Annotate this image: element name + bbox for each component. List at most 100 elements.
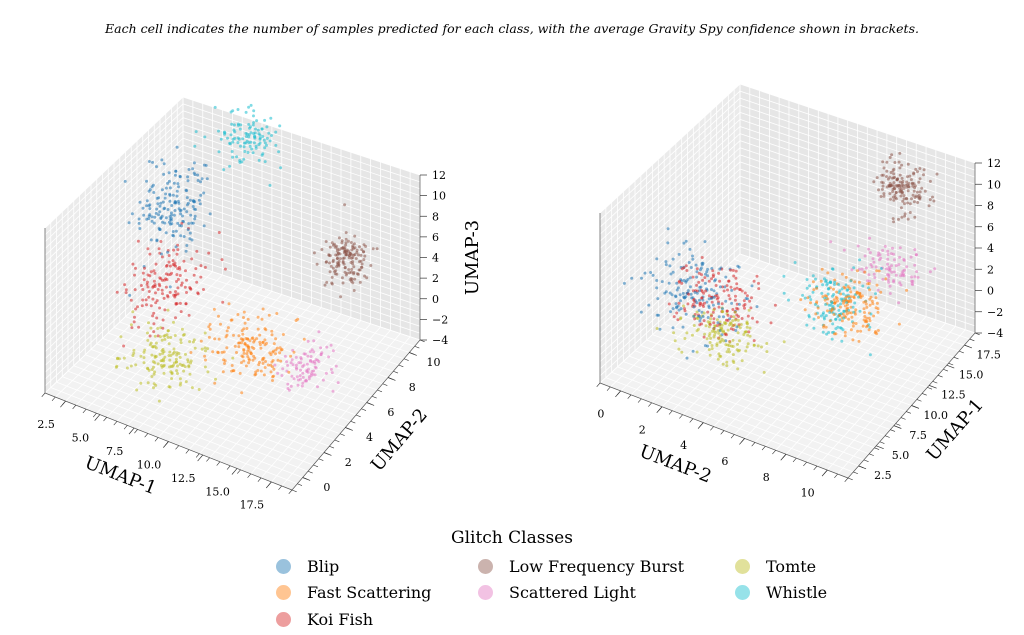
data-point — [835, 297, 839, 300]
data-point — [164, 285, 168, 289]
data-point — [908, 202, 912, 206]
data-point — [350, 248, 354, 252]
data-point — [886, 262, 889, 266]
data-point — [898, 151, 902, 155]
data-point — [153, 334, 157, 338]
y-minor-tick — [313, 464, 319, 468]
data-point — [180, 364, 184, 367]
grid-line — [599, 90, 741, 221]
data-point — [868, 279, 872, 283]
x-tick-mark — [231, 468, 238, 475]
data-point — [352, 272, 356, 276]
data-point — [747, 330, 751, 334]
data-point — [833, 280, 837, 284]
data-point — [820, 267, 824, 271]
data-point — [743, 306, 746, 310]
data-point — [884, 277, 888, 281]
data-point — [330, 241, 334, 245]
data-point — [204, 358, 207, 362]
data-point — [707, 279, 711, 283]
data-point — [355, 248, 359, 252]
data-point — [222, 168, 226, 172]
data-point — [913, 248, 917, 252]
data-point — [352, 265, 356, 269]
data-point — [152, 269, 156, 273]
data-point — [864, 266, 868, 270]
data-point — [247, 135, 251, 139]
x-minor-tick — [51, 396, 56, 402]
y-minor-tick — [361, 408, 367, 411]
data-point — [703, 276, 707, 280]
data-point — [175, 280, 178, 283]
x-minor-tick — [627, 394, 632, 399]
data-point — [711, 310, 715, 314]
data-point — [153, 355, 157, 359]
data-point — [242, 351, 246, 355]
data-point — [852, 266, 856, 270]
data-point — [835, 290, 839, 294]
x-minor-tick — [247, 473, 252, 478]
data-point — [178, 267, 182, 271]
data-point — [257, 363, 261, 367]
data-point — [146, 285, 150, 289]
data-point — [852, 321, 855, 325]
data-point — [256, 128, 260, 132]
data-point — [690, 296, 694, 300]
data-point — [205, 177, 209, 181]
grid-line — [599, 112, 741, 242]
data-point — [221, 300, 225, 304]
data-point — [289, 354, 293, 358]
data-point — [269, 353, 273, 357]
data-point — [173, 334, 177, 337]
data-point — [917, 180, 921, 184]
data-point — [881, 184, 885, 188]
data-point — [692, 305, 696, 309]
data-point — [167, 354, 171, 357]
data-point — [684, 280, 688, 284]
data-point — [244, 135, 248, 138]
data-point — [912, 200, 916, 204]
data-point — [843, 286, 847, 290]
data-point — [308, 350, 312, 354]
data-point — [166, 273, 170, 277]
grid-line — [171, 272, 410, 353]
data-point — [278, 124, 282, 128]
data-point — [358, 260, 361, 264]
data-point — [272, 342, 276, 346]
data-point — [734, 269, 738, 273]
data-point — [252, 347, 256, 350]
data-point — [301, 365, 305, 368]
data-point — [301, 371, 305, 375]
grid-line — [44, 96, 184, 229]
z-tick-label: −4 — [987, 327, 1003, 340]
data-point — [146, 331, 149, 335]
data-point — [341, 257, 345, 261]
data-point — [808, 284, 812, 288]
data-point — [824, 303, 828, 306]
data-point — [698, 268, 702, 272]
y-minor-tick — [863, 459, 869, 462]
data-point — [194, 208, 197, 211]
data-point — [208, 212, 212, 216]
data-point — [881, 173, 885, 177]
data-point — [306, 339, 310, 343]
x-minor-tick — [637, 398, 642, 403]
data-point — [169, 211, 173, 215]
legend-marker-whistle — [735, 585, 750, 600]
data-point — [328, 245, 332, 249]
data-point — [844, 283, 848, 287]
data-point — [142, 278, 146, 282]
data-point — [685, 269, 689, 272]
data-point — [179, 338, 183, 342]
data-point — [922, 168, 926, 172]
data-point — [769, 321, 773, 325]
data-point — [752, 279, 756, 283]
data-point — [184, 269, 187, 273]
data-point — [708, 341, 712, 344]
data-point — [892, 252, 895, 256]
data-point — [832, 287, 835, 291]
data-point — [168, 290, 172, 294]
data-point — [189, 287, 193, 291]
data-point — [173, 295, 177, 299]
data-point — [720, 307, 724, 311]
